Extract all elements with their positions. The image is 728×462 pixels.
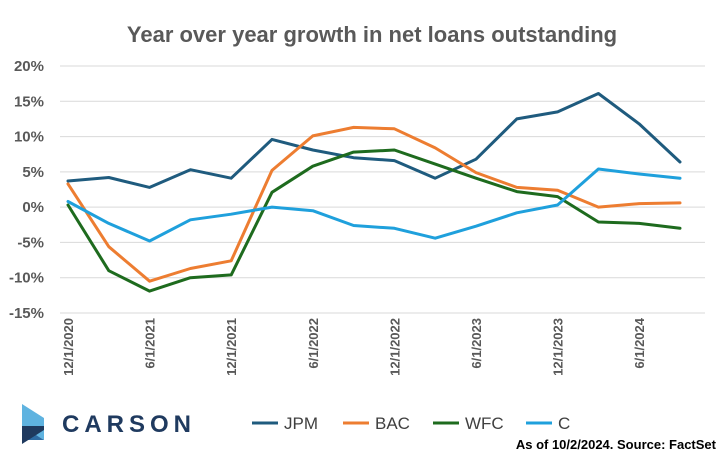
y-tick-label: 0% [22, 199, 44, 216]
x-tick-label: 12/1/2022 [387, 318, 402, 376]
legend-item-jpm: JPM [252, 414, 318, 433]
y-tick-label: 5% [22, 164, 44, 181]
series-line-wfc [66, 148, 682, 293]
x-tick-label: 6/1/2021 [143, 318, 158, 369]
y-tick-label: -10% [9, 270, 44, 287]
y-tick-label: 20% [14, 58, 44, 75]
source-footnote: As of 10/2/2024. Source: FactSet [516, 437, 717, 452]
x-tick-label: 12/1/2021 [224, 318, 239, 376]
x-tick-label: 12/1/2020 [61, 318, 76, 376]
series-lines [66, 92, 682, 293]
legend: JPM BAC WFC C [252, 414, 570, 433]
legend-item-bac: BAC [343, 414, 410, 433]
carson-logo: CARSON [22, 404, 196, 444]
chart-title: Year over year growth in net loans outst… [127, 22, 617, 47]
y-tick-label: 15% [14, 93, 44, 110]
x-tick-label: 12/1/2023 [551, 318, 566, 376]
legend-item-c: C [526, 414, 570, 433]
series-line-jpm [66, 92, 682, 189]
y-tick-label: 10% [14, 129, 44, 146]
series-line-bac [66, 125, 682, 283]
y-axis-ticks: 20% 15% 10% 5% 0% -5% -10% -15% [9, 58, 44, 322]
x-tick-label: 6/1/2023 [469, 318, 484, 369]
x-axis-ticks: 12/1/2020 6/1/2021 12/1/2021 6/1/2022 12/1/2… [61, 317, 647, 376]
y-tick-label: -5% [17, 234, 44, 251]
series-line-c [66, 167, 682, 243]
carson-logo-wordmark: CARSON [62, 411, 196, 438]
legend-label: JPM [284, 414, 318, 433]
legend-item-wfc: WFC [433, 414, 504, 433]
gridlines [60, 65, 705, 314]
legend-label: C [558, 414, 570, 433]
y-tick-label: -15% [9, 305, 44, 322]
x-tick-label: 6/1/2024 [632, 317, 647, 368]
x-tick-label: 6/1/2022 [306, 318, 321, 369]
legend-label: WFC [465, 414, 504, 433]
carson-logo-mark [22, 404, 44, 444]
legend-label: BAC [375, 414, 410, 433]
